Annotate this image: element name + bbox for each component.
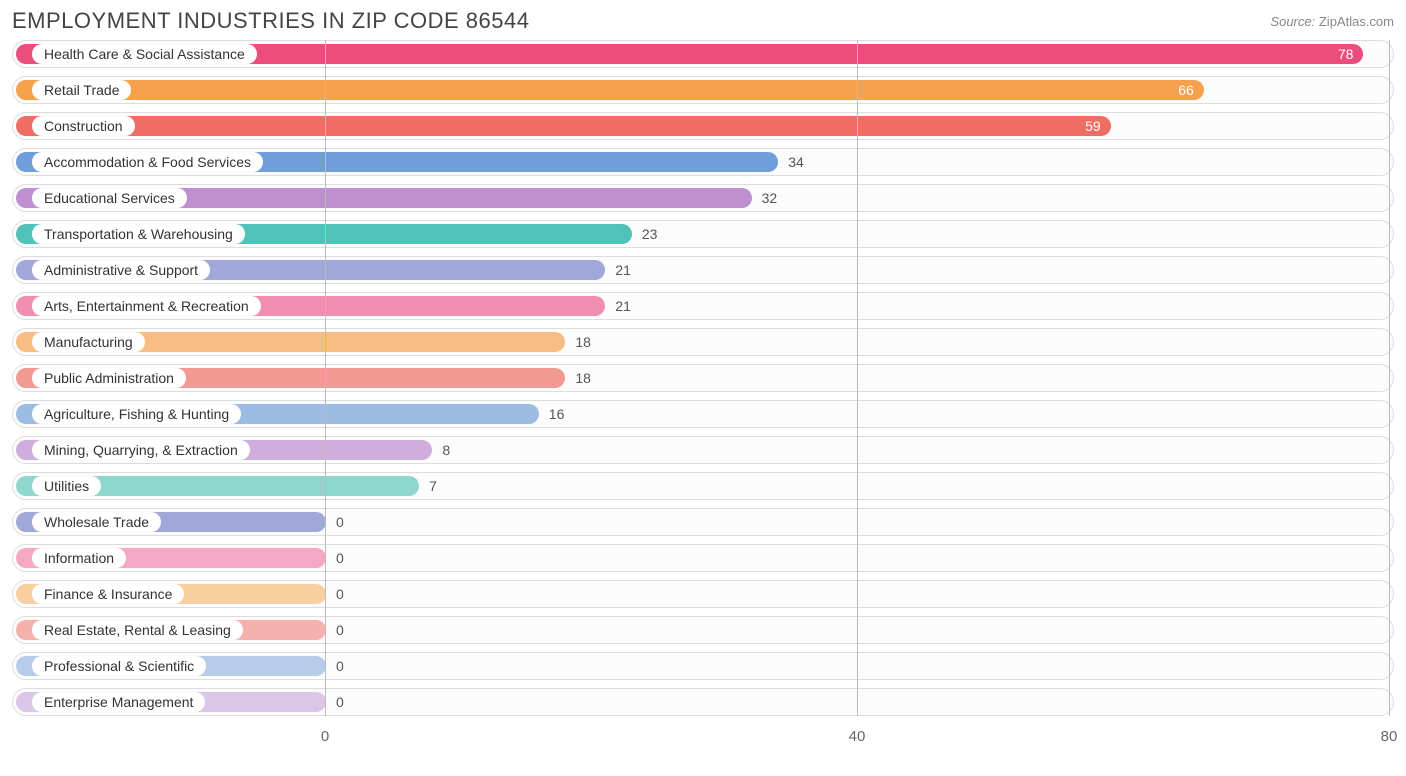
bar-label: Wholesale Trade	[32, 512, 161, 532]
bar-label: Construction	[32, 116, 135, 136]
bar-label: Health Care & Social Assistance	[32, 44, 257, 64]
bar-label: Utilities	[32, 476, 101, 496]
bar-row: Finance & Insurance 0	[12, 580, 1394, 608]
bar-value: 0	[336, 550, 344, 566]
chart-source: Source: ZipAtlas.com	[1270, 14, 1394, 29]
bar-row: Utilities 7	[12, 472, 1394, 500]
bar-row: Real Estate, Rental & Leasing 0	[12, 616, 1394, 644]
bar-label: Agriculture, Fishing & Hunting	[32, 404, 241, 424]
x-tick-label: 80	[1381, 728, 1398, 745]
bar-fill	[16, 80, 1204, 100]
bar-label: Retail Trade	[32, 80, 131, 100]
bar-label: Administrative & Support	[32, 260, 210, 280]
gridline	[325, 40, 326, 716]
bar-row: Arts, Entertainment & Recreation 21	[12, 292, 1394, 320]
gridline	[857, 40, 858, 716]
bar-row: Administrative & Support 21	[12, 256, 1394, 284]
source-site: ZipAtlas.com	[1319, 14, 1394, 29]
bar-value: 16	[549, 406, 565, 422]
bar-row: Retail Trade 66	[12, 76, 1394, 104]
bar-row: Wholesale Trade 0	[12, 508, 1394, 536]
chart-area: Health Care & Social Assistance78Retail …	[12, 40, 1394, 748]
bar-row: Agriculture, Fishing & Hunting 16	[12, 400, 1394, 428]
chart-header: EMPLOYMENT INDUSTRIES IN ZIP CODE 86544 …	[12, 8, 1394, 34]
bar-value: 66	[1178, 82, 1194, 98]
bar-row: Transportation & Warehousing 23	[12, 220, 1394, 248]
bar-value: 21	[615, 298, 631, 314]
bar-row: Professional & Scientific 0	[12, 652, 1394, 680]
x-axis: 04080	[12, 724, 1394, 748]
bar-value: 7	[429, 478, 437, 494]
bar-value: 0	[336, 514, 344, 530]
bar-fill	[16, 116, 1111, 136]
bar-row: Mining, Quarrying, & Extraction 8	[12, 436, 1394, 464]
bar-value: 21	[615, 262, 631, 278]
bar-row: Construction 59	[12, 112, 1394, 140]
bar-value: 18	[575, 334, 591, 350]
bar-row: Educational Services 32	[12, 184, 1394, 212]
bar-row: Manufacturing 18	[12, 328, 1394, 356]
bar-label: Arts, Entertainment & Recreation	[32, 296, 261, 316]
bar-label: Transportation & Warehousing	[32, 224, 245, 244]
bar-value: 8	[442, 442, 450, 458]
bar-value: 0	[336, 694, 344, 710]
bar-row: Accommodation & Food Services 34	[12, 148, 1394, 176]
bar-value: 18	[575, 370, 591, 386]
bar-label: Public Administration	[32, 368, 186, 388]
bar-label: Mining, Quarrying, & Extraction	[32, 440, 250, 460]
bar-row: Information 0	[12, 544, 1394, 572]
bar-label: Accommodation & Food Services	[32, 152, 263, 172]
chart-title: EMPLOYMENT INDUSTRIES IN ZIP CODE 86544	[12, 8, 530, 34]
bar-label: Manufacturing	[32, 332, 145, 352]
bar-label: Educational Services	[32, 188, 187, 208]
bar-label: Professional & Scientific	[32, 656, 206, 676]
x-tick-label: 0	[321, 728, 329, 745]
bar-value: 0	[336, 586, 344, 602]
bar-value: 0	[336, 622, 344, 638]
bar-label: Enterprise Management	[32, 692, 205, 712]
source-label: Source:	[1270, 14, 1315, 29]
bar-value: 78	[1338, 46, 1354, 62]
bar-row: Enterprise Management 0	[12, 688, 1394, 716]
bar-value: 23	[642, 226, 658, 242]
x-tick-label: 40	[849, 728, 866, 745]
bar-row: Public Administration 18	[12, 364, 1394, 392]
bar-value: 34	[788, 154, 804, 170]
bar-label: Real Estate, Rental & Leasing	[32, 620, 243, 640]
gridline	[1389, 40, 1390, 716]
bar-label: Finance & Insurance	[32, 584, 184, 604]
bar-value: 0	[336, 658, 344, 674]
bar-label: Information	[32, 548, 126, 568]
bar-list: Health Care & Social Assistance78Retail …	[12, 40, 1394, 716]
bar-value: 59	[1085, 118, 1101, 134]
bar-row: Health Care & Social Assistance 78	[12, 40, 1394, 68]
bar-value: 32	[762, 190, 778, 206]
